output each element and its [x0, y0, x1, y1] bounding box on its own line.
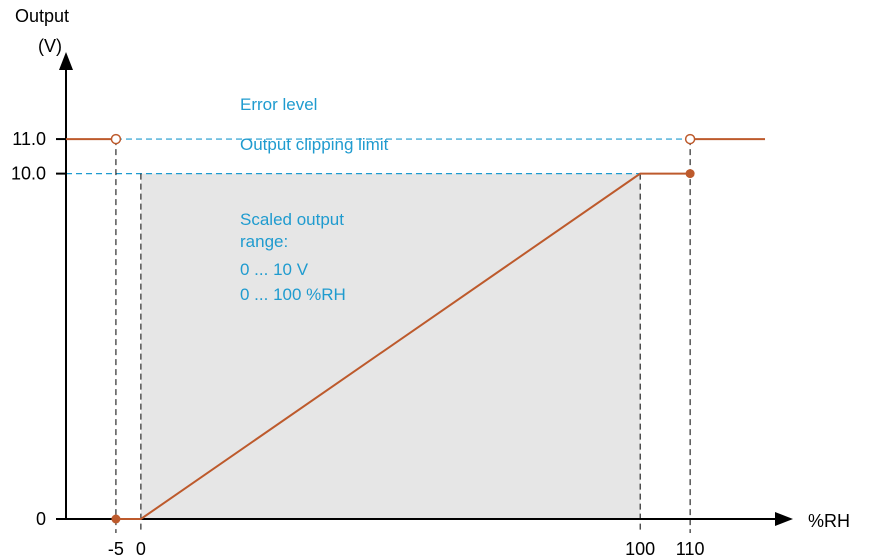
- x-tick-label: -5: [108, 539, 124, 559]
- y-tick-label: 0: [36, 509, 46, 529]
- x-tick-label: 0: [136, 539, 146, 559]
- y-tick-label: 10.0: [11, 164, 46, 184]
- scaled-range-note-line4: 0 ... 100 %RH: [240, 285, 346, 304]
- y-axis-arrow: [59, 52, 73, 70]
- y-axis-label-line2: (V): [38, 36, 62, 56]
- y-tick-label: 11.0: [12, 129, 46, 149]
- clipping-limit-label: Output clipping limit: [240, 135, 389, 154]
- scaled-range-note-line3: 0 ... 10 V: [240, 260, 309, 279]
- closed-point-marker: [111, 514, 121, 524]
- open-point-marker: [684, 133, 696, 145]
- x-axis-label: %RH: [808, 511, 850, 531]
- closed-point-marker: [685, 169, 695, 179]
- open-point-marker: [110, 133, 122, 145]
- x-tick-label: 110: [676, 539, 705, 559]
- scaled-range-note-line2: range:: [240, 232, 288, 251]
- output-line-segment-2: [115, 172, 691, 520]
- error-level-label: Error level: [240, 95, 317, 114]
- x-tick-label: 100: [625, 539, 655, 559]
- x-axis-arrow: [775, 512, 793, 526]
- scaled-range-note-line1: Scaled output: [240, 210, 344, 229]
- y-axis-label-line1: Output: [15, 6, 69, 26]
